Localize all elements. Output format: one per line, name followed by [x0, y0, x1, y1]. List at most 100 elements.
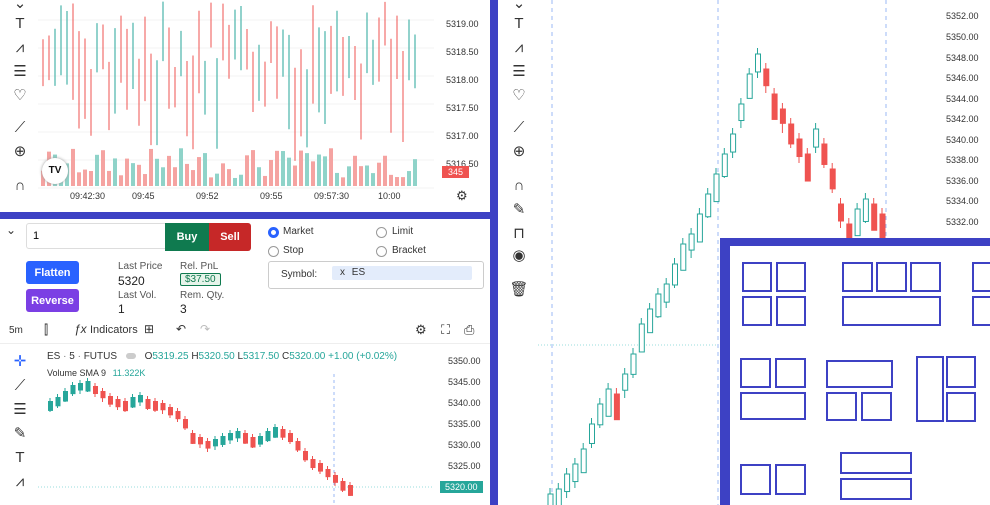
price-label: 5317.00 [446, 131, 479, 141]
candle-body [303, 451, 308, 461]
zoom-icon[interactable]: ⊕ [13, 143, 27, 160]
candle-body [605, 388, 612, 417]
undo-icon[interactable]: ↶ [176, 322, 187, 336]
time-label: 09:55 [260, 191, 283, 201]
order-type-stop-radio[interactable] [268, 246, 279, 257]
pattern-icon[interactable]: ⩘ [15, 39, 25, 56]
order-type-market-radio[interactable] [268, 227, 279, 238]
heart-icon[interactable]: ♡ [512, 87, 526, 104]
layout-option-3-top-1-bottom[interactable] [842, 262, 942, 326]
top-candles[interactable] [38, 0, 434, 190]
ruler-icon[interactable]: ⟋ [14, 119, 26, 136]
settings-gear-icon[interactable]: ⚙ [456, 188, 468, 203]
layout-option-2-rows[interactable] [840, 452, 914, 502]
time-axis[interactable]: 09:42:30 09:45 09:52 09:55 09:57:30 10:0… [38, 188, 434, 204]
sell-button[interactable]: Sell [209, 223, 251, 251]
indicators-button[interactable]: Indicators [90, 324, 138, 336]
candle-body [340, 481, 346, 491]
flatten-button[interactable]: Flatten [26, 261, 79, 284]
eye-icon[interactable]: ◉ [512, 247, 526, 264]
volume-bar [323, 156, 327, 186]
text-icon[interactable]: T [15, 15, 25, 32]
right-price-scale[interactable]: 5352.00 5350.00 5348.00 5346.00 5344.00 … [940, 0, 990, 240]
order-type-market-label: Market [283, 226, 314, 237]
layout-option-wide-plus-2[interactable] [826, 360, 894, 422]
price-label: 5352.00 [946, 11, 979, 21]
layout-option-tall-plus-2[interactable] [916, 356, 980, 422]
order-type-bracket-radio[interactable] [376, 246, 387, 257]
candle-body [333, 475, 338, 483]
high-label: H [191, 351, 199, 362]
chart-top-toolbar: 5m ⫿ ƒx Indicators ⊞ ↶ ↷ ⚙ ⛶ ⎙ [0, 319, 490, 344]
candle-body [862, 198, 869, 222]
candle-body [213, 439, 218, 447]
candle-body [804, 153, 811, 182]
right-candles[interactable] [538, 0, 938, 505]
right-chart-pane: 5352.00 5350.00 5348.00 5346.00 5344.00 … [498, 0, 990, 505]
close-label: C [281, 351, 290, 362]
volume-bar [407, 171, 411, 186]
time-label: 10:00 [378, 191, 401, 201]
collapse-chevron-icon[interactable]: ⌄ [6, 223, 17, 237]
volume-bar [221, 163, 225, 186]
text-icon[interactable]: T [15, 449, 25, 466]
order-type-limit-radio[interactable] [376, 227, 387, 238]
layout-option-2x2[interactable] [742, 262, 806, 326]
volume-bar [263, 175, 267, 186]
buy-button[interactable]: Buy [165, 223, 209, 251]
reverse-button[interactable]: Reverse [26, 289, 79, 312]
candle-body [638, 323, 645, 353]
quantity-input[interactable] [26, 223, 172, 249]
last-price-value: 5320 [118, 274, 145, 288]
brush-icon[interactable]: ✎ [13, 425, 27, 442]
trash-icon[interactable]: 🗑 [509, 281, 529, 298]
bottom-price-scale[interactable]: 5350.00 5345.00 5340.00 5335.00 5330.00 … [436, 344, 490, 505]
candle-body [564, 473, 571, 493]
volume-bar [395, 177, 399, 186]
heart-icon[interactable]: ♡ [13, 87, 27, 104]
pattern-icon[interactable]: ⩘ [514, 39, 524, 56]
cursor-icon[interactable]: ⌄ [512, 0, 526, 12]
volume-bar [113, 158, 117, 186]
candle-type-icon[interactable]: ⫿ [44, 322, 49, 337]
settings-icon[interactable]: ⚙ [415, 322, 427, 337]
symbol-select[interactable]: x ES [332, 266, 472, 280]
volume-bar [275, 150, 279, 186]
layouts-icon[interactable]: ⊞ [144, 322, 155, 336]
cursor-icon[interactable]: ⌄ [13, 0, 27, 12]
top-price-scale[interactable]: 5319.00 5318.50 5318.00 5317.50 5317.00 … [436, 0, 488, 190]
candle-body [705, 193, 712, 218]
layout-option-2x1-plus-wide[interactable] [740, 358, 806, 420]
trendline-icon[interactable]: ⟋ [14, 377, 26, 394]
symbol-tag: ES [351, 267, 366, 278]
price-label: 5340.00 [448, 398, 481, 408]
candle-body [243, 433, 248, 444]
fullscreen-icon[interactable]: ⛶ [441, 322, 451, 337]
legend-eye-icon[interactable] [125, 353, 136, 359]
magnet-icon[interactable]: ∩ [14, 177, 26, 194]
layout-option-2-columns[interactable] [740, 464, 806, 496]
layout-option-grid-partial[interactable] [972, 262, 990, 326]
price-label: 5330.00 [448, 440, 481, 450]
fib-icon[interactable]: ☰ [512, 63, 526, 80]
bottom-candles[interactable] [38, 344, 434, 505]
pattern-icon[interactable]: ⩘ [15, 473, 25, 490]
ruler-icon[interactable]: ⟋ [513, 119, 525, 136]
redo-icon[interactable]: ↷ [200, 322, 211, 336]
fib-icon[interactable]: ☰ [13, 63, 27, 80]
volume-bar [365, 165, 369, 186]
unlock-icon[interactable]: ⊓ [513, 225, 525, 242]
timeframe-button[interactable]: 5m [9, 325, 23, 336]
candle-body [738, 103, 745, 122]
volume-bar [269, 159, 273, 186]
fib-icon[interactable]: ☰ [13, 401, 27, 418]
candle-body [348, 485, 353, 496]
lock-drawing-icon[interactable]: ✎ [512, 201, 526, 218]
camera-icon[interactable]: ⎙ [464, 322, 475, 337]
zoom-icon[interactable]: ⊕ [512, 143, 526, 160]
symbol-remove-icon[interactable]: x [340, 267, 345, 278]
text-icon[interactable]: T [514, 15, 524, 32]
indicators-fx-icon[interactable]: ƒx [74, 322, 87, 336]
crosshair-icon[interactable]: ✛ [13, 353, 27, 370]
magnet-icon[interactable]: ∩ [513, 177, 525, 194]
